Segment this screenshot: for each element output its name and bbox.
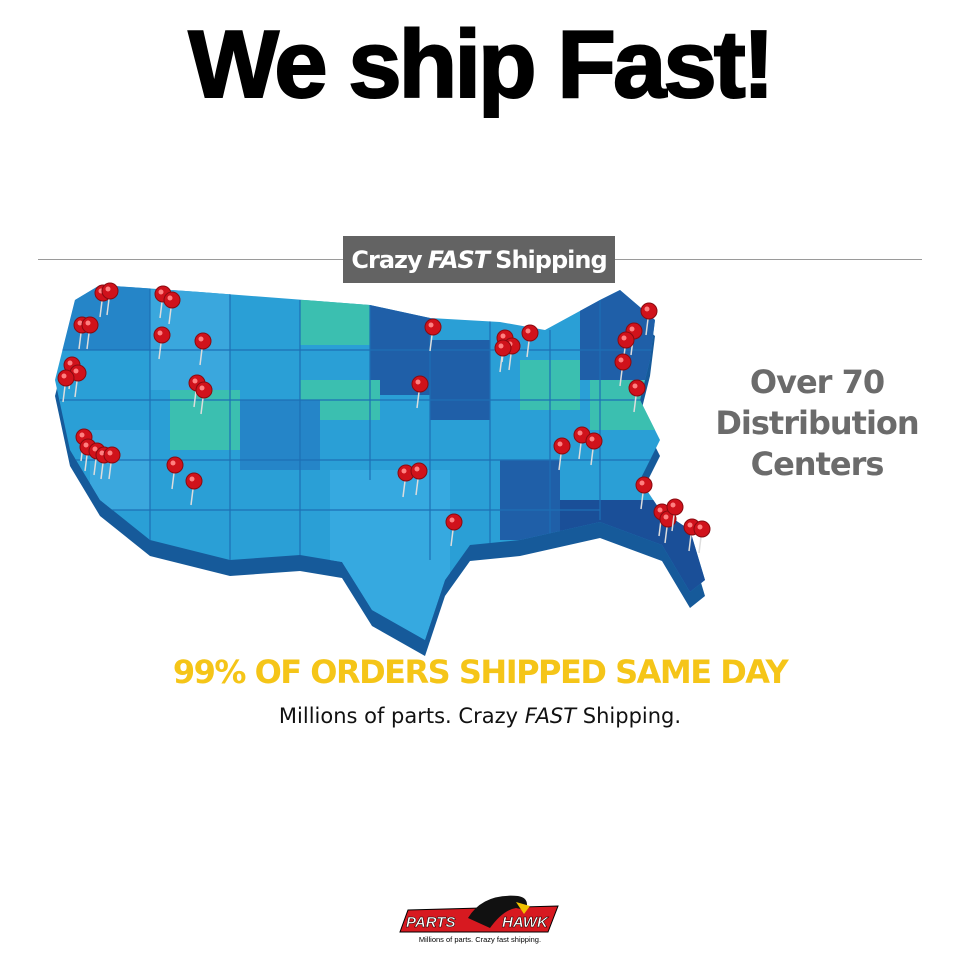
- hawk-icon: [468, 895, 527, 928]
- pin-highlight: [73, 368, 79, 374]
- tagline-text-3: Shipping.: [582, 704, 682, 728]
- location-pin-icon: [521, 324, 539, 342]
- banner-text-1: Crazy: [351, 245, 422, 274]
- logo-word-1: PARTS: [406, 914, 455, 931]
- pin-highlight: [618, 357, 624, 363]
- location-pin-icon: [666, 498, 684, 516]
- location-pin-icon: [424, 318, 442, 336]
- location-pin-icon: [166, 456, 184, 474]
- location-pin-icon: [185, 472, 203, 490]
- location-pin-icon: [585, 432, 603, 450]
- pin-highlight: [67, 360, 73, 366]
- location-pin-icon: [693, 520, 711, 538]
- pin-highlight: [657, 507, 663, 513]
- distribution-centers-text: Over 70 Distribution Centers: [712, 362, 922, 485]
- banner-text-2: FAST: [427, 245, 491, 274]
- location-pin-icon: [194, 332, 212, 350]
- pin-highlight: [428, 322, 434, 328]
- pin-highlight: [621, 335, 627, 341]
- location-pin-icon: [410, 462, 428, 480]
- location-pin-icon: [628, 379, 646, 397]
- tagline-text-2: FAST: [524, 704, 577, 728]
- pin-highlight: [192, 378, 198, 384]
- pin-highlight: [644, 306, 650, 312]
- location-pin-icon: [101, 282, 119, 300]
- pin-highlight: [85, 320, 91, 326]
- pin-highlight: [414, 466, 420, 472]
- location-pin-icon: [494, 339, 512, 357]
- pin-highlight: [415, 379, 421, 385]
- location-pin-icon: [195, 381, 213, 399]
- logo-slogan: Millions of parts. Crazy fast shipping.: [418, 935, 542, 944]
- parts-hawk-logo: PARTS HAWK: [399, 895, 559, 933]
- location-pins: [57, 282, 711, 554]
- location-pin-icon: [640, 302, 658, 320]
- pin-highlight: [107, 450, 113, 456]
- pin-highlight: [79, 432, 85, 438]
- logo-word-2: HAWK: [502, 914, 549, 931]
- location-pin-icon: [445, 513, 463, 531]
- location-pin-icon: [411, 375, 429, 393]
- pin-highlight: [157, 330, 163, 336]
- side-line-1: Over 70: [749, 363, 885, 401]
- pin-highlight: [105, 286, 111, 292]
- location-pin-icon: [163, 291, 181, 309]
- pin-highlight: [589, 436, 595, 442]
- pin-highlight: [632, 383, 638, 389]
- location-pin-icon: [153, 326, 171, 344]
- headline: We ship Fast!: [187, 11, 775, 118]
- side-line-3: Centers: [750, 445, 885, 483]
- tagline-text-1: Millions of parts. Crazy: [278, 704, 519, 728]
- location-pin-icon: [103, 446, 121, 464]
- location-pin-icon: [81, 316, 99, 334]
- pin-highlight: [61, 373, 67, 379]
- pin-highlight: [670, 502, 676, 508]
- pin-highlight: [525, 328, 531, 334]
- pin-highlight: [687, 522, 693, 528]
- pin-highlight: [83, 442, 89, 448]
- pin-highlight: [401, 468, 407, 474]
- pin-highlight: [663, 514, 669, 520]
- pin-highlight: [199, 385, 205, 391]
- pin-highlight: [449, 517, 455, 523]
- pin-highlight: [167, 295, 173, 301]
- pin-highlight: [498, 343, 504, 349]
- pin-highlight: [697, 524, 703, 530]
- pin-highlight: [639, 480, 645, 486]
- location-pin-icon: [57, 369, 75, 387]
- pin-highlight: [500, 333, 506, 339]
- banner-text-3: Shipping: [495, 245, 607, 274]
- side-line-2: Distribution: [715, 404, 919, 442]
- location-pin-icon: [553, 437, 571, 455]
- pin-highlight: [77, 320, 83, 326]
- location-pin-icon: [617, 331, 635, 349]
- pin-highlight: [198, 336, 204, 342]
- same-day-headline: 99% OF ORDERS SHIPPED SAME DAY: [172, 653, 789, 691]
- pin-highlight: [158, 289, 164, 295]
- pin-highlight: [629, 326, 635, 332]
- pin-highlight: [92, 446, 98, 452]
- pin-highlight: [189, 476, 195, 482]
- tagline: Millions of parts. Crazy FAST Shipping.: [0, 704, 960, 728]
- pin-highlight: [557, 441, 563, 447]
- pin-highlight: [99, 450, 105, 456]
- pin-highlight: [577, 430, 583, 436]
- location-pin-icon: [614, 353, 632, 371]
- location-pin-icon: [635, 476, 653, 494]
- pin-highlight: [170, 460, 176, 466]
- shipping-banner: Crazy FAST Shipping: [343, 236, 615, 283]
